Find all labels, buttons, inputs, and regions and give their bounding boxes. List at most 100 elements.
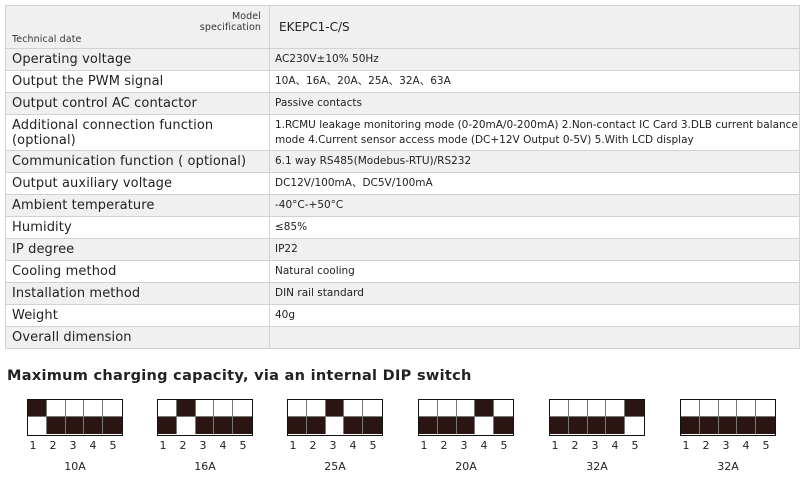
dip-position-number: 1 xyxy=(682,439,690,452)
dip-cell-on xyxy=(699,417,719,434)
table-header-row: Model specification Technical date EKEPC… xyxy=(5,5,800,49)
dip-cell-on xyxy=(419,417,438,434)
spec-value: DIN rail standard xyxy=(269,282,800,305)
dip-cell-off xyxy=(344,400,364,417)
table-row: Additional connection function (optional… xyxy=(5,114,800,151)
spec-label: Additional connection function (optional… xyxy=(5,114,270,151)
dip-cell-off xyxy=(325,417,345,434)
dip-position-number: 4 xyxy=(89,439,97,452)
dip-cell-on xyxy=(325,400,345,417)
spec-label: Ambient temperature xyxy=(5,194,270,217)
dip-position-number: 3 xyxy=(69,439,77,452)
spec-value: Natural cooling xyxy=(269,260,800,283)
dip-cell-off xyxy=(587,400,607,417)
dip-cell-off xyxy=(437,400,457,417)
dip-cell-on xyxy=(65,417,85,434)
dip-cell-off xyxy=(568,400,588,417)
dip-cell-on xyxy=(176,400,196,417)
dip-switch: 1 2 3 4 5 10A xyxy=(27,399,123,473)
spec-value xyxy=(269,326,800,349)
dip-switch-grid xyxy=(157,399,253,436)
table-row: Output control AC contactor Passive conta… xyxy=(5,92,800,115)
dip-cell-on xyxy=(437,417,457,434)
dip-cell-on xyxy=(158,417,177,434)
dip-cell-on xyxy=(344,417,364,434)
spec-value: 6.1 way RS485(Modebus-RTU)/RS232 xyxy=(269,150,800,173)
dip-position-number: 5 xyxy=(369,439,377,452)
spec-value: AC230V±10% 50Hz xyxy=(269,48,800,71)
spec-value: ≤85% xyxy=(269,216,800,239)
dip-position-number: 2 xyxy=(702,439,710,452)
dip-cell-on xyxy=(456,417,476,434)
spec-label: Humidity xyxy=(5,216,270,239)
spec-label: Operating voltage xyxy=(5,48,270,71)
table-row: Communication function ( optional) 6.1 wa… xyxy=(5,150,800,173)
dip-switch-grid xyxy=(680,399,776,436)
dip-position-number: 1 xyxy=(420,439,428,452)
dip-cell-on xyxy=(756,417,775,434)
dip-switch: 1 2 3 4 5 32A xyxy=(680,399,776,473)
dip-position-number: 3 xyxy=(722,439,730,452)
dip-cell-on xyxy=(363,417,382,434)
dip-cell-off xyxy=(65,400,85,417)
dip-switch-grid xyxy=(549,399,645,436)
spec-value: -40°C-+50°C xyxy=(269,194,800,217)
dip-current-label: 16A xyxy=(194,460,216,473)
dip-cell-off xyxy=(306,400,326,417)
dip-position-number: 1 xyxy=(159,439,167,452)
dip-cell-off xyxy=(103,400,122,417)
dip-cell-on xyxy=(233,417,252,434)
dip-cell-on xyxy=(28,400,47,417)
dip-position-number: 1 xyxy=(289,439,297,452)
dip-cell-on xyxy=(718,417,738,434)
dip-cell-off xyxy=(494,400,513,417)
dip-cell-on xyxy=(494,417,513,434)
dip-position-number: 2 xyxy=(440,439,448,452)
dip-switch: 1 2 3 4 5 20A xyxy=(418,399,514,473)
table-row: Cooling method Natural cooling xyxy=(5,260,800,283)
dip-cell-off xyxy=(84,400,104,417)
dip-cell-off xyxy=(233,400,252,417)
dip-switch: 1 2 3 4 5 16A xyxy=(157,399,253,473)
dip-position-number: 4 xyxy=(219,439,227,452)
dip-cell-off xyxy=(606,400,626,417)
table-row: Ambient temperature -40°C-+50°C xyxy=(5,194,800,217)
dip-position-number: 2 xyxy=(49,439,57,452)
spec-value: 10A、16A、20A、25A、32A、63A xyxy=(269,70,800,93)
model-spec-label: Model specification xyxy=(199,11,261,33)
dip-cell-on xyxy=(306,417,326,434)
dip-position-number: 1 xyxy=(29,439,37,452)
dip-cell-off xyxy=(625,417,644,434)
dip-position-number: 5 xyxy=(762,439,770,452)
table-row: Output the PWM signal 10A、16A、20A、25A、32A… xyxy=(5,70,800,93)
spec-label: Communication function ( optional) xyxy=(5,150,270,173)
dip-position-number: 4 xyxy=(349,439,357,452)
dip-position-number: 3 xyxy=(460,439,468,452)
dip-cell-off xyxy=(158,400,177,417)
dip-position-number: 3 xyxy=(329,439,337,452)
dip-current-label: 32A xyxy=(717,460,739,473)
table-row: Overall dimension xyxy=(5,326,800,349)
spec-label: Output the PWM signal xyxy=(5,70,270,93)
dip-position-number: 2 xyxy=(309,439,317,452)
dip-cell-off xyxy=(288,400,307,417)
dip-cell-off xyxy=(737,400,757,417)
spec-value: 40g xyxy=(269,304,800,327)
dip-switch-grid xyxy=(418,399,514,436)
spec-label: Overall dimension xyxy=(5,326,270,349)
dip-cell-off xyxy=(419,400,438,417)
dip-cell-off xyxy=(195,400,215,417)
dip-position-number: 3 xyxy=(591,439,599,452)
dip-position-number: 5 xyxy=(500,439,508,452)
dip-cell-off xyxy=(363,400,382,417)
dip-cell-on xyxy=(606,417,626,434)
spec-label: IP degree xyxy=(5,238,270,261)
dip-position-number: 4 xyxy=(480,439,488,452)
dip-cell-on xyxy=(625,400,644,417)
dip-switch-grid xyxy=(27,399,123,436)
dip-position-number: 4 xyxy=(742,439,750,452)
